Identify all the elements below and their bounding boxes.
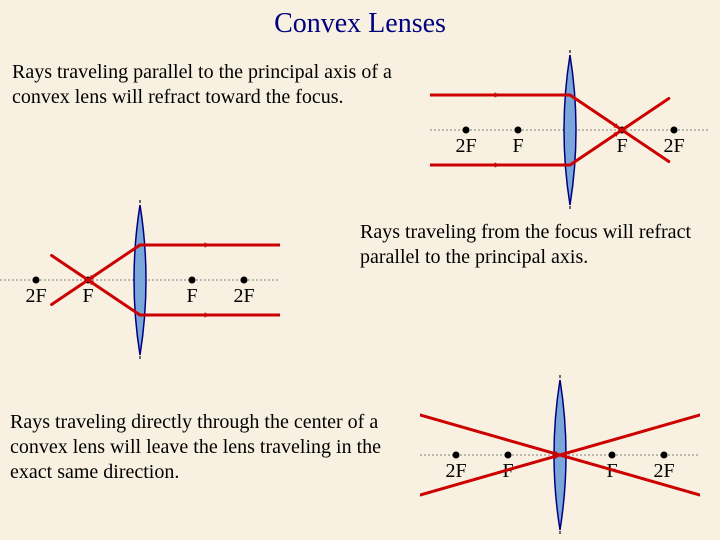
diagram-focus-rays: 2F F F 2F	[0, 200, 280, 360]
svg-text:F: F	[616, 135, 627, 157]
svg-text:2F: 2F	[233, 285, 254, 307]
paragraph-3: Rays traveling directly through the cent…	[10, 410, 410, 485]
paragraph-2: Rays traveling from the focus will refra…	[360, 220, 710, 270]
svg-text:2F: 2F	[653, 460, 674, 482]
svg-text:2F: 2F	[445, 460, 466, 482]
svg-text:2F: 2F	[25, 285, 46, 307]
svg-text:F: F	[512, 135, 523, 157]
svg-text:F: F	[186, 285, 197, 307]
svg-text:2F: 2F	[455, 135, 476, 157]
svg-text:2F: 2F	[663, 135, 684, 157]
page-title: Convex Lenses	[0, 8, 720, 40]
svg-text:F: F	[82, 285, 93, 307]
diagram-parallel-rays: 2F F F 2F	[430, 50, 710, 210]
paragraph-1: Rays traveling parallel to the principal…	[12, 60, 412, 110]
diagram-center-rays: 2FFF2F	[420, 375, 700, 535]
